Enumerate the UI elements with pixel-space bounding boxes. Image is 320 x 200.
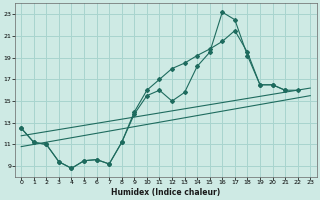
X-axis label: Humidex (Indice chaleur): Humidex (Indice chaleur) bbox=[111, 188, 220, 197]
